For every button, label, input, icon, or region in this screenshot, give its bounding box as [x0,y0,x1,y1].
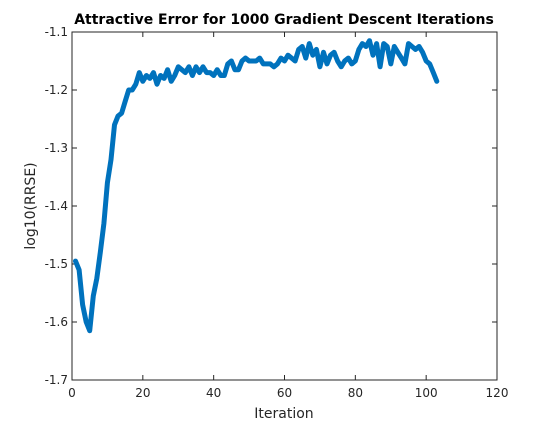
x-tick-label: 60 [277,386,292,400]
x-axis-label: Iteration [254,406,313,422]
y-tick-label: -1.6 [45,315,68,329]
x-tick-label: 80 [348,386,363,400]
x-tick-label: 120 [486,386,509,400]
x-tick-label: 0 [68,386,76,400]
y-tick-label: -1.5 [45,257,68,271]
x-tick-label: 40 [206,386,221,400]
x-tick-label: 20 [135,386,150,400]
y-tick-label: -1.1 [45,25,68,39]
x-tick-label: 100 [415,386,438,400]
y-axis: -1.1 -1.2 -1.3 -1.4 -1.5 -1.6 -1.7 [45,25,497,387]
plot-area [71,31,498,381]
y-axis-label: log10(RRSE) [23,162,39,249]
y-tick-label: -1.3 [45,141,68,155]
x-axis: 0 20 40 60 80 100 120 [68,32,508,400]
series-line [73,38,440,334]
y-tick-label: -1.7 [45,373,68,387]
y-tick-label: -1.4 [45,199,68,213]
y-tick-label: -1.2 [45,83,68,97]
chart-title: Attractive Error for 1000 Gradient Desce… [74,12,494,28]
